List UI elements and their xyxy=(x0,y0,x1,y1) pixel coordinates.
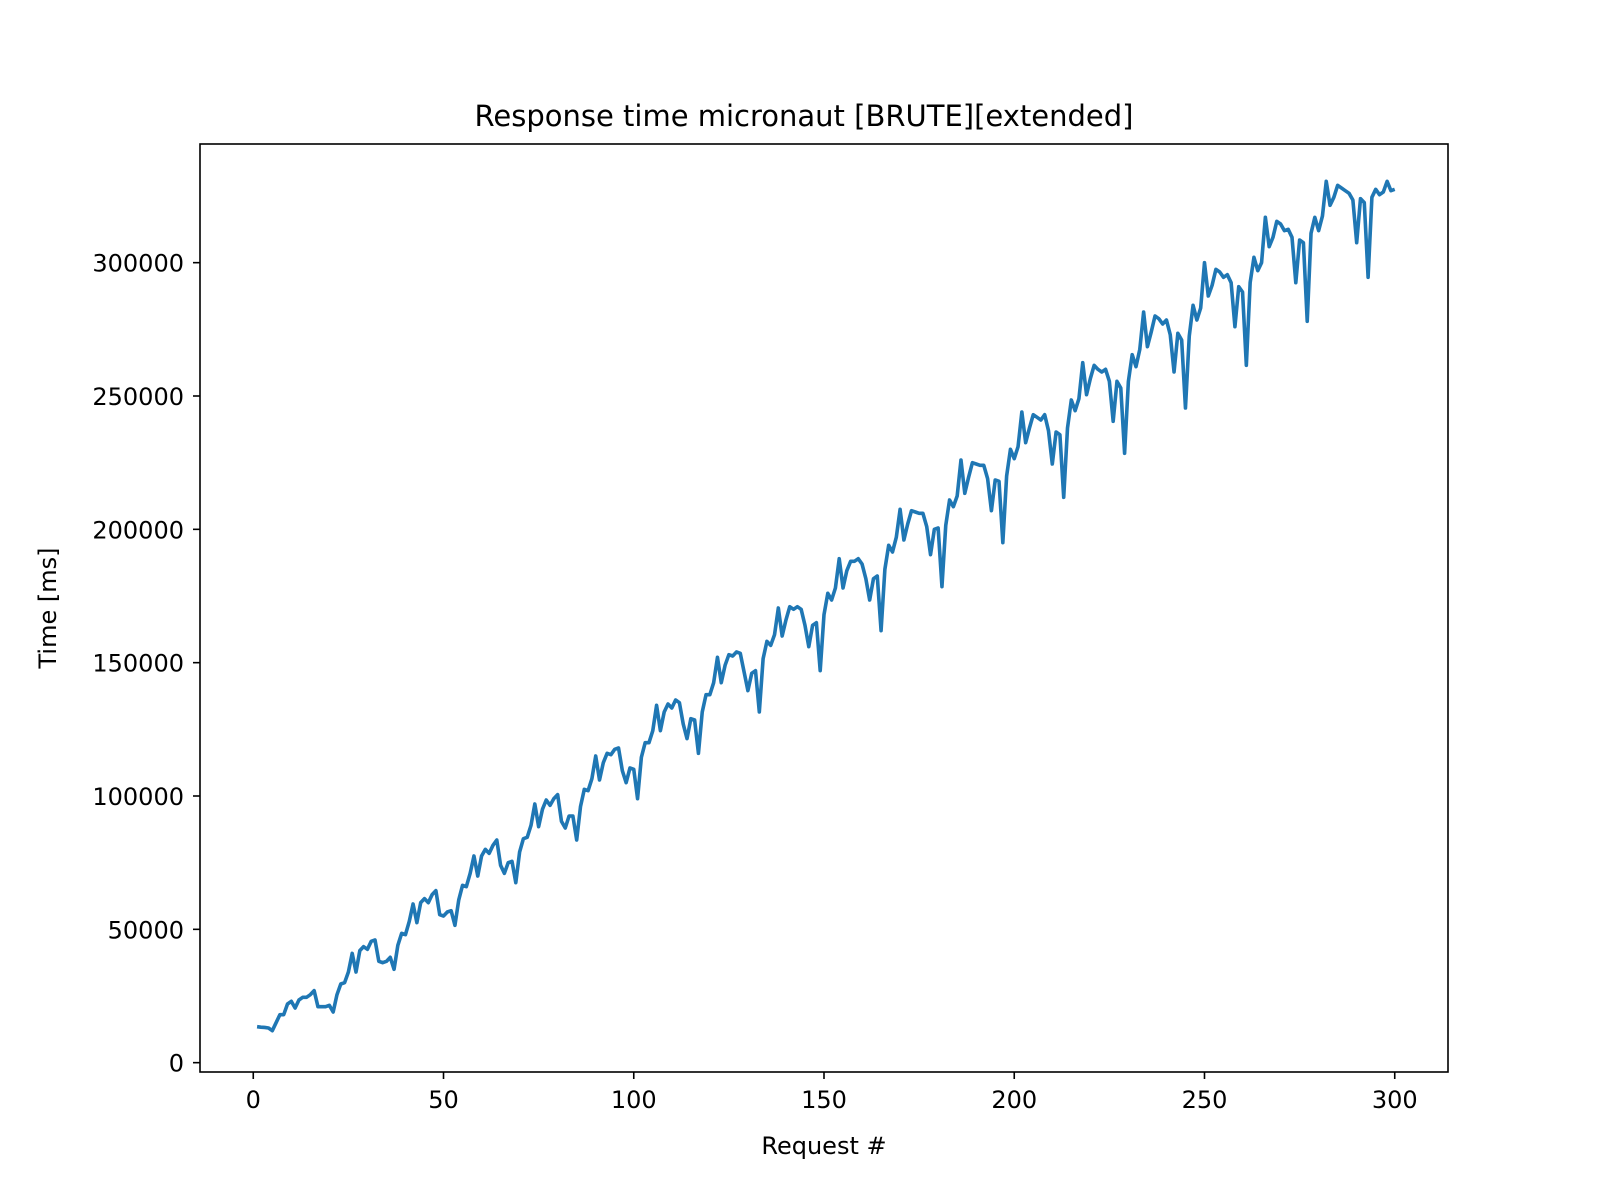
x-tick-label: 0 xyxy=(246,1086,261,1114)
x-axis: 0 50 100 150 200 250 300 xyxy=(246,1072,1418,1114)
y-axis: 0 50000 100000 150000 200000 250000 300000 xyxy=(92,250,200,1078)
series-line xyxy=(256,179,1396,1033)
plot-area xyxy=(256,179,1396,1033)
x-tick-label: 200 xyxy=(991,1086,1037,1114)
chart-title: Response time micronaut [BRUTE][extended… xyxy=(475,99,1134,133)
x-tick-label: 150 xyxy=(801,1086,847,1114)
y-tick-label: 50000 xyxy=(108,916,184,944)
y-tick-label: 150000 xyxy=(92,650,184,678)
x-tick-label: 100 xyxy=(611,1086,657,1114)
y-tick-label: 100000 xyxy=(92,783,184,811)
y-tick-label: 0 xyxy=(169,1050,184,1078)
x-tick-label: 50 xyxy=(428,1086,459,1114)
x-tick-label: 300 xyxy=(1372,1086,1418,1114)
y-tick-label: 200000 xyxy=(92,516,184,544)
y-axis-label: Time [ms] xyxy=(34,548,62,670)
x-tick-label: 250 xyxy=(1182,1086,1228,1114)
x-axis-label: Request # xyxy=(761,1132,886,1160)
y-tick-label: 300000 xyxy=(92,250,184,278)
y-tick-label: 250000 xyxy=(92,383,184,411)
